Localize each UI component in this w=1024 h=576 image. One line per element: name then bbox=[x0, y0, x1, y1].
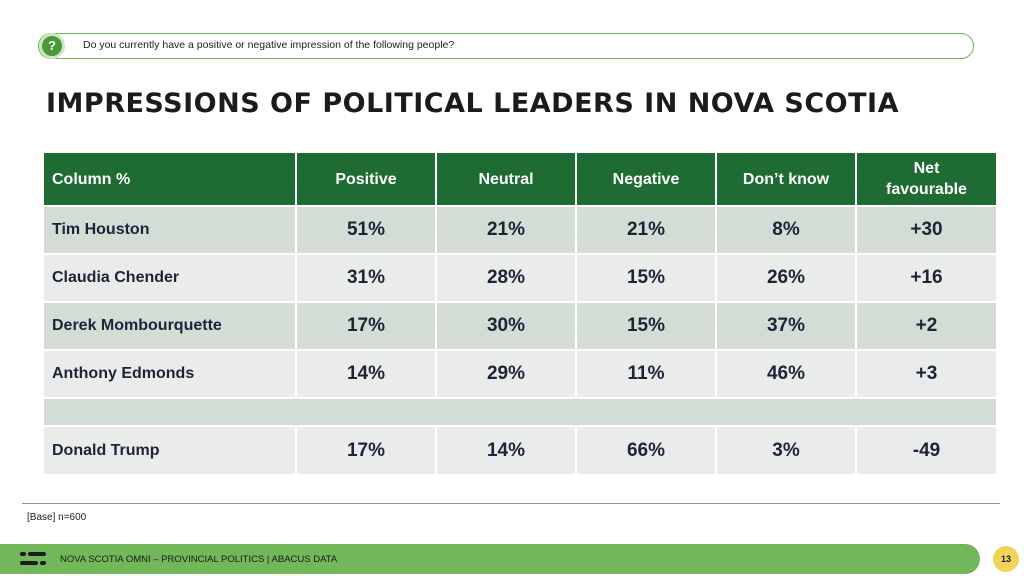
positive-value: 14% bbox=[296, 349, 437, 398]
net-favourable-value: +30 bbox=[856, 205, 996, 254]
positive-value: 17% bbox=[296, 425, 437, 474]
spacer-cell bbox=[44, 397, 996, 426]
dont-know-value: 26% bbox=[716, 253, 857, 302]
header-net-favourable-label: Net favourable bbox=[886, 160, 967, 198]
footer-divider bbox=[22, 503, 1000, 504]
net-favourable-value: -49 bbox=[856, 425, 996, 474]
net-favourable-value: +2 bbox=[856, 301, 996, 350]
positive-value: 17% bbox=[296, 301, 437, 350]
footer-text: NOVA SCOTIA OMNI – PROVINCIAL POLITICS |… bbox=[60, 554, 338, 565]
neutral-value: 30% bbox=[436, 301, 577, 350]
table-row: Claudia Chender 31% 28% 15% 26% +16 bbox=[44, 253, 996, 302]
neutral-value: 29% bbox=[436, 349, 577, 398]
page-title: IMPRESSIONS OF POLITICAL LEADERS IN NOVA… bbox=[46, 88, 899, 119]
neutral-value: 21% bbox=[436, 205, 577, 254]
table-row: Derek Mombourquette 17% 30% 15% 37% +2 bbox=[44, 301, 996, 350]
table-header-row: Column % Positive Neutral Negative Don’t… bbox=[44, 153, 996, 206]
leader-name: Tim Houston bbox=[44, 205, 297, 254]
negative-value: 15% bbox=[576, 301, 717, 350]
header-positive: Positive bbox=[296, 153, 437, 206]
header-neutral: Neutral bbox=[436, 153, 577, 206]
header-negative: Negative bbox=[576, 153, 717, 206]
net-favourable-value: +3 bbox=[856, 349, 996, 398]
leader-name: Claudia Chender bbox=[44, 253, 297, 302]
dont-know-value: 37% bbox=[716, 301, 857, 350]
dont-know-value: 3% bbox=[716, 425, 857, 474]
leader-name: Donald Trump bbox=[44, 425, 297, 474]
table-row: Anthony Edmonds 14% 29% 11% 46% +3 bbox=[44, 349, 996, 398]
leader-name: Anthony Edmonds bbox=[44, 349, 297, 398]
negative-value: 15% bbox=[576, 253, 717, 302]
results-table: Column % Positive Neutral Negative Don’t… bbox=[44, 153, 996, 474]
positive-value: 31% bbox=[296, 253, 437, 302]
negative-value: 66% bbox=[576, 425, 717, 474]
footer-bar: NOVA SCOTIA OMNI – PROVINCIAL POLITICS |… bbox=[0, 544, 980, 574]
page-number: 13 bbox=[993, 546, 1019, 572]
table-row: Donald Trump 17% 14% 66% 3% -49 bbox=[44, 425, 996, 474]
table-row: Tim Houston 51% 21% 21% 8% +30 bbox=[44, 205, 996, 254]
abacus-logo-icon bbox=[20, 552, 46, 565]
header-dont-know: Don’t know bbox=[716, 153, 857, 206]
table-spacer-row bbox=[44, 397, 996, 426]
neutral-value: 14% bbox=[436, 425, 577, 474]
question-icon: ? bbox=[39, 32, 65, 59]
question-bar: ? Do you currently have a positive or ne… bbox=[38, 32, 974, 59]
dont-know-value: 46% bbox=[716, 349, 857, 398]
dont-know-value: 8% bbox=[716, 205, 857, 254]
question-text: Do you currently have a positive or nega… bbox=[83, 39, 455, 51]
base-note: [Base] n=600 bbox=[27, 512, 87, 523]
negative-value: 11% bbox=[576, 349, 717, 398]
negative-value: 21% bbox=[576, 205, 717, 254]
header-column-pct: Column % bbox=[44, 153, 297, 206]
leader-name: Derek Mombourquette bbox=[44, 301, 297, 350]
neutral-value: 28% bbox=[436, 253, 577, 302]
net-favourable-value: +16 bbox=[856, 253, 996, 302]
positive-value: 51% bbox=[296, 205, 437, 254]
header-net-favourable: Net favourable bbox=[856, 153, 996, 206]
